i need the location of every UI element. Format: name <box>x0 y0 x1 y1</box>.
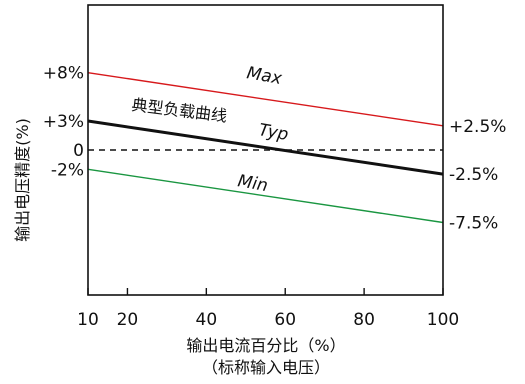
right-axis-tick-label: -7.5% <box>449 214 498 234</box>
left-axis-tick-labels: +8% +3% 0-2% <box>43 64 84 181</box>
x-axis-ticks <box>87 288 444 295</box>
x-tick-label: 10 <box>77 310 99 330</box>
left-axis-tick-label: 0 <box>73 141 84 161</box>
series-typ-line <box>87 119 444 176</box>
x-axis-label: 输出电流百分比（%） <box>186 336 345 355</box>
x-tick-label: 100 <box>427 310 459 330</box>
x-tick-label: 80 <box>353 310 375 330</box>
right-axis-tick-label: -2.5% <box>449 165 498 185</box>
series-max-line <box>87 71 444 127</box>
x-tick-label: 40 <box>196 310 218 330</box>
y-axis-label: 输出电压精度(%) <box>13 118 32 242</box>
left-axis-tick-label: +8% <box>43 64 84 84</box>
left-axis-tick-label: -2% <box>51 160 84 180</box>
left-axis-tick-label: +3% <box>43 112 84 132</box>
x-tick-label: 20 <box>117 310 139 330</box>
right-axis-tick-labels: +2.5% -2.5% -7.5% <box>449 117 506 234</box>
series-min-line <box>87 168 444 224</box>
series-layer <box>87 71 444 224</box>
x-axis-tick-labels: 10 20 40 60 80 100 <box>77 310 459 330</box>
x-axis-sublabel: （标称输入电压） <box>202 358 330 377</box>
plot-frame <box>87 4 444 296</box>
right-axis-tick-label: +2.5% <box>449 117 506 137</box>
x-tick-label: 60 <box>274 310 296 330</box>
